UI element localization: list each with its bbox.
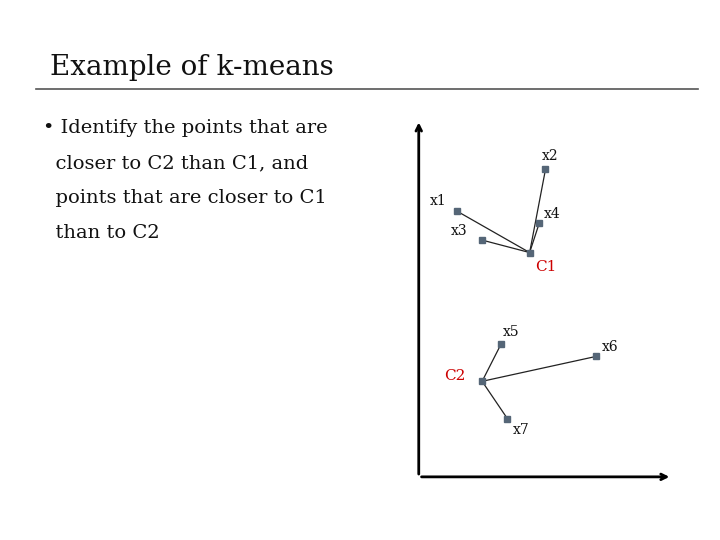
Text: closer to C2 than C1, and: closer to C2 than C1, and xyxy=(43,154,308,172)
Text: x1: x1 xyxy=(430,194,447,208)
Text: C1: C1 xyxy=(535,260,556,274)
Text: x2: x2 xyxy=(542,148,559,163)
Text: • Identify the points that are: • Identify the points that are xyxy=(43,119,328,137)
Text: C2: C2 xyxy=(444,369,465,383)
Text: x4: x4 xyxy=(544,207,560,221)
Text: x3: x3 xyxy=(451,224,467,238)
Text: Example of k-means: Example of k-means xyxy=(50,54,334,81)
Text: x5: x5 xyxy=(503,325,519,339)
Text: than to C2: than to C2 xyxy=(43,224,160,242)
Text: points that are closer to C1: points that are closer to C1 xyxy=(43,189,327,207)
Text: x7: x7 xyxy=(513,423,530,437)
Text: x6: x6 xyxy=(602,340,618,354)
